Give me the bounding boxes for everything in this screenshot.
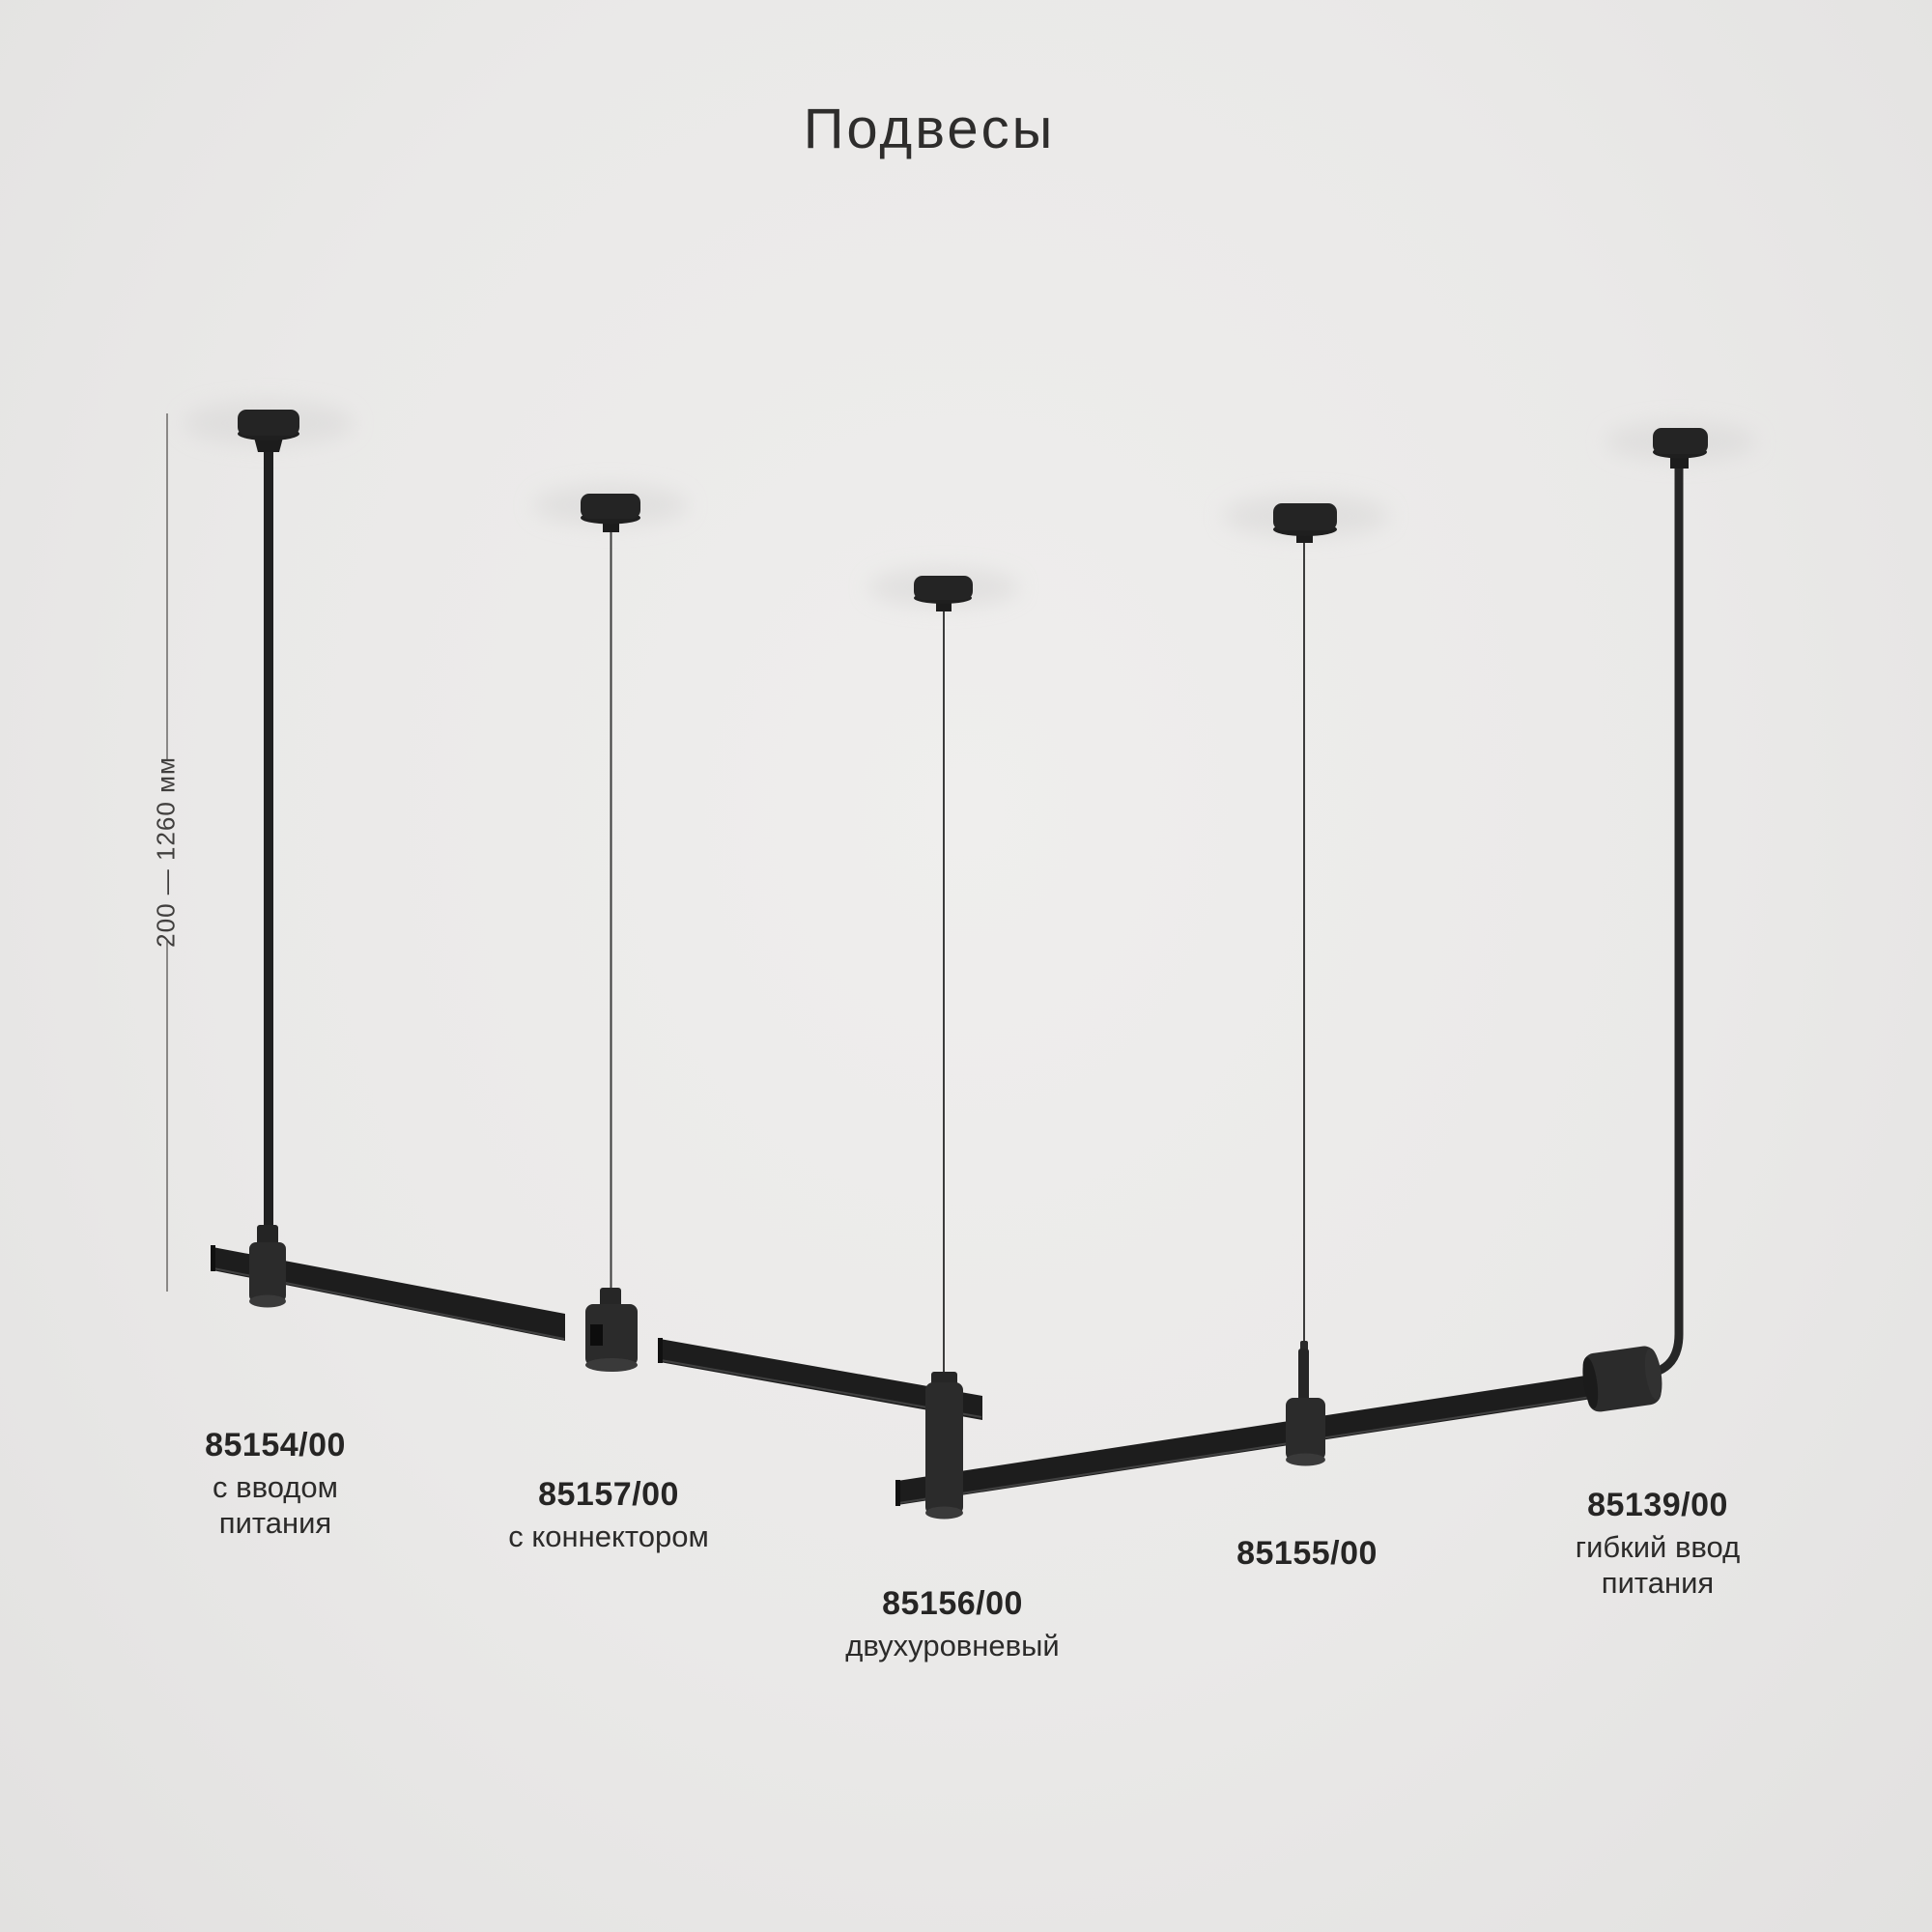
- product-85139-illustration: [1582, 428, 1708, 1412]
- product-code: 85157/00: [538, 1476, 679, 1513]
- product-label-85139: 85139/00 гибкий ввод питания: [1551, 1487, 1764, 1601]
- suspension-rod: [264, 448, 273, 1233]
- coupler-bottom: [925, 1506, 963, 1520]
- product-85156-illustration: [914, 576, 973, 1520]
- product-description: двухуровневый: [845, 1629, 1060, 1662]
- connector-bottom: [585, 1358, 638, 1372]
- product-85155-illustration: [1273, 503, 1337, 1466]
- page-title: Подвесы: [803, 98, 1056, 160]
- product-code: 85139/00: [1587, 1487, 1728, 1523]
- product-code: 85156/00: [882, 1585, 1023, 1622]
- product-label-85156: 85156/00 двухуровневый: [845, 1585, 1059, 1664]
- canopy-disc: [238, 410, 299, 436]
- ceiling-shadows: [184, 401, 1756, 607]
- product-description: с коннектором: [508, 1520, 709, 1553]
- dimension-range-label: 200 — 1260 мм: [151, 756, 181, 948]
- product-description: с вводом питания: [213, 1470, 338, 1540]
- clamp-bottom: [1286, 1453, 1325, 1466]
- product-label-85154: 85154/00 с вводом питания: [196, 1427, 355, 1541]
- product-code: 85154/00: [205, 1427, 346, 1463]
- canopy-disc: [581, 494, 640, 519]
- cable-rod: [1298, 1349, 1309, 1403]
- track-adapter-cylinder: [249, 1242, 286, 1302]
- product-85157-illustration: [581, 494, 640, 1372]
- flexible-power-cable: [1624, 462, 1684, 1379]
- product-85154-illustration: [238, 410, 299, 1308]
- track-clamp-cylinder: [1286, 1398, 1325, 1461]
- cylinder-bottom: [249, 1294, 286, 1308]
- canopy-disc: [914, 576, 973, 600]
- product-description: гибкий ввод питания: [1575, 1530, 1741, 1600]
- coupler-top-cap: [931, 1372, 957, 1385]
- product-label-85157: 85157/00 с коннектором: [508, 1476, 709, 1555]
- product-code: 85155/00: [1236, 1535, 1378, 1572]
- product-label-85155: 85155/00: [1236, 1535, 1378, 1573]
- feed-barrel: [1582, 1346, 1662, 1412]
- track-segment-3: [895, 1375, 1592, 1506]
- rod-neck: [257, 1225, 278, 1246]
- connector-body: [585, 1304, 638, 1366]
- two-level-coupler: [925, 1382, 963, 1515]
- canopy-disc: [1273, 503, 1337, 530]
- connector-cap: [600, 1288, 621, 1307]
- connector-slot: [590, 1324, 603, 1346]
- canopy-disc: [1653, 428, 1708, 454]
